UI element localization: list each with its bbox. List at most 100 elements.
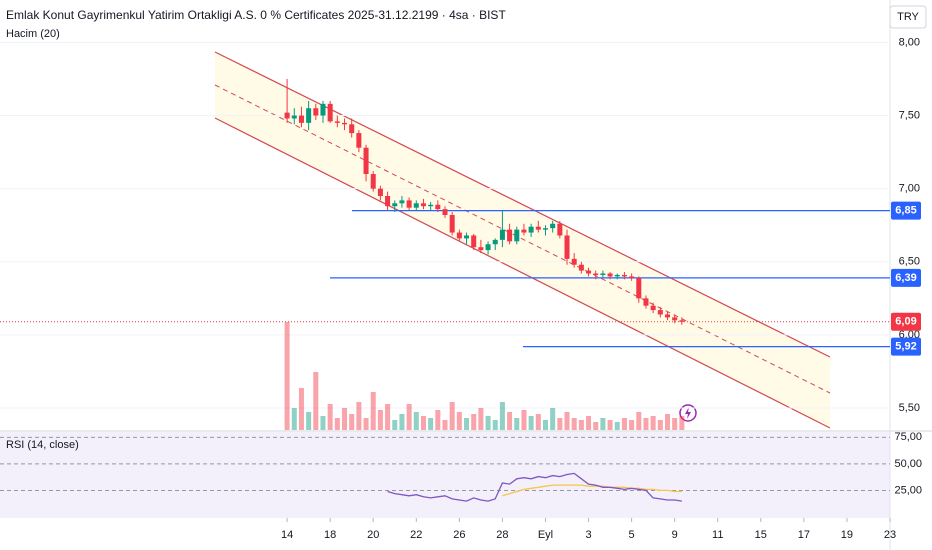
- candle-body: [420, 203, 426, 207]
- candle-body: [578, 264, 584, 271]
- volume-bar: [614, 422, 620, 430]
- candle-body: [334, 121, 340, 123]
- candle-body: [399, 200, 405, 204]
- candle-body: [657, 310, 663, 315]
- candle-body: [435, 204, 441, 210]
- volume-bar: [313, 372, 319, 430]
- volume-bar: [629, 420, 635, 430]
- candle-body: [621, 274, 627, 277]
- volume-bar: [557, 418, 563, 430]
- candle-body: [492, 239, 498, 245]
- candle-body: [643, 298, 649, 306]
- volume-bar: [650, 416, 656, 430]
- price-tag-label: 5,92: [895, 341, 916, 353]
- y-tick-label: 6,50: [899, 256, 920, 268]
- volume-bar: [464, 418, 470, 430]
- volume-bar: [564, 412, 570, 430]
- candle-body: [298, 115, 304, 123]
- volume-bar: [471, 414, 477, 430]
- candle-body: [550, 223, 556, 229]
- candle-body: [478, 247, 484, 251]
- candle-body: [485, 244, 491, 251]
- channel-fill: [215, 52, 830, 428]
- candle-body: [342, 122, 348, 125]
- y-tick-label: 5,50: [899, 402, 920, 414]
- candle-body: [521, 229, 527, 233]
- volume-bar: [492, 420, 498, 430]
- last-price-tag: [891, 312, 921, 331]
- candle-body: [664, 314, 671, 318]
- price-tag-label: 6,85: [895, 205, 916, 217]
- volume-bar: [643, 418, 649, 430]
- volume-bar: [550, 408, 556, 430]
- candle-body: [636, 277, 642, 299]
- volume-bar: [334, 418, 340, 430]
- volume-bar: [507, 412, 513, 430]
- volume-bar: [363, 418, 369, 430]
- volume-bar: [499, 402, 505, 430]
- volume-bar: [664, 414, 671, 430]
- candle-body: [607, 273, 613, 277]
- volume-bar: [327, 404, 333, 430]
- volume-bar: [435, 410, 441, 430]
- volume-bar: [442, 420, 448, 430]
- volume-bar: [428, 418, 434, 430]
- last-price-label: 6,09: [895, 316, 916, 328]
- volume-bar: [528, 416, 534, 430]
- price-tag: [891, 201, 921, 220]
- volume-bar: [349, 414, 355, 430]
- channel-mid: [214, 84, 831, 394]
- volume-bar: [621, 418, 627, 430]
- candle-body: [406, 200, 412, 208]
- volume-label: Hacim (20): [6, 28, 60, 40]
- volume-bar: [420, 416, 426, 430]
- x-tick-label: Eyl: [538, 529, 553, 541]
- candle-body: [514, 229, 520, 242]
- x-tick-label: 9: [672, 529, 678, 541]
- candle-body: [313, 108, 319, 116]
- volume-bar: [392, 420, 398, 430]
- y-tick-label: 7,50: [899, 109, 920, 121]
- channel-upper: [214, 51, 831, 358]
- volume-bar: [377, 410, 383, 430]
- currency[interactable]: TRY: [897, 11, 919, 23]
- candle-body: [600, 273, 606, 275]
- volume-bar: [399, 414, 405, 430]
- price-tag: [891, 337, 921, 356]
- x-tick-label: 5: [629, 529, 635, 541]
- candle-body: [542, 228, 548, 230]
- volume-bar: [284, 322, 290, 430]
- chart-title: Emlak Konut Gayrimenkul Yatirim Ortaklig…: [6, 8, 506, 22]
- candle-body: [291, 115, 297, 119]
- candle-body: [349, 124, 355, 134]
- candle-body: [679, 320, 685, 322]
- price-tag: [891, 268, 921, 287]
- volume-bar: [521, 410, 527, 430]
- candle-body: [356, 133, 362, 148]
- candle-body: [413, 203, 419, 208]
- y-tick-label: 8,00: [899, 36, 920, 48]
- candle-body: [392, 203, 398, 207]
- volume-bar: [535, 414, 541, 430]
- rsi-tick-label: 25,00: [894, 484, 922, 496]
- candle-body: [586, 270, 592, 274]
- candle-body: [449, 215, 455, 233]
- volume-bar: [672, 418, 678, 430]
- candle-body: [385, 195, 391, 207]
- x-tick-label: 20: [367, 529, 379, 541]
- rsi-tick-label: 50,00: [894, 458, 922, 470]
- x-tick-label: 11: [712, 529, 723, 541]
- x-tick-label: 28: [496, 529, 508, 541]
- volume-bar: [342, 408, 348, 430]
- volume-bar: [636, 412, 642, 430]
- volume-bar: [600, 418, 606, 430]
- currency-box[interactable]: [889, 5, 927, 29]
- volume-bar: [320, 416, 326, 430]
- rsi-tick-label: 75,00: [894, 431, 922, 443]
- x-tick-label: 14: [281, 529, 293, 541]
- volume-bar: [456, 412, 462, 430]
- candle-body: [528, 226, 534, 233]
- volume-bar: [291, 408, 297, 430]
- volume-bar: [607, 420, 613, 430]
- channel-lower: [214, 117, 831, 429]
